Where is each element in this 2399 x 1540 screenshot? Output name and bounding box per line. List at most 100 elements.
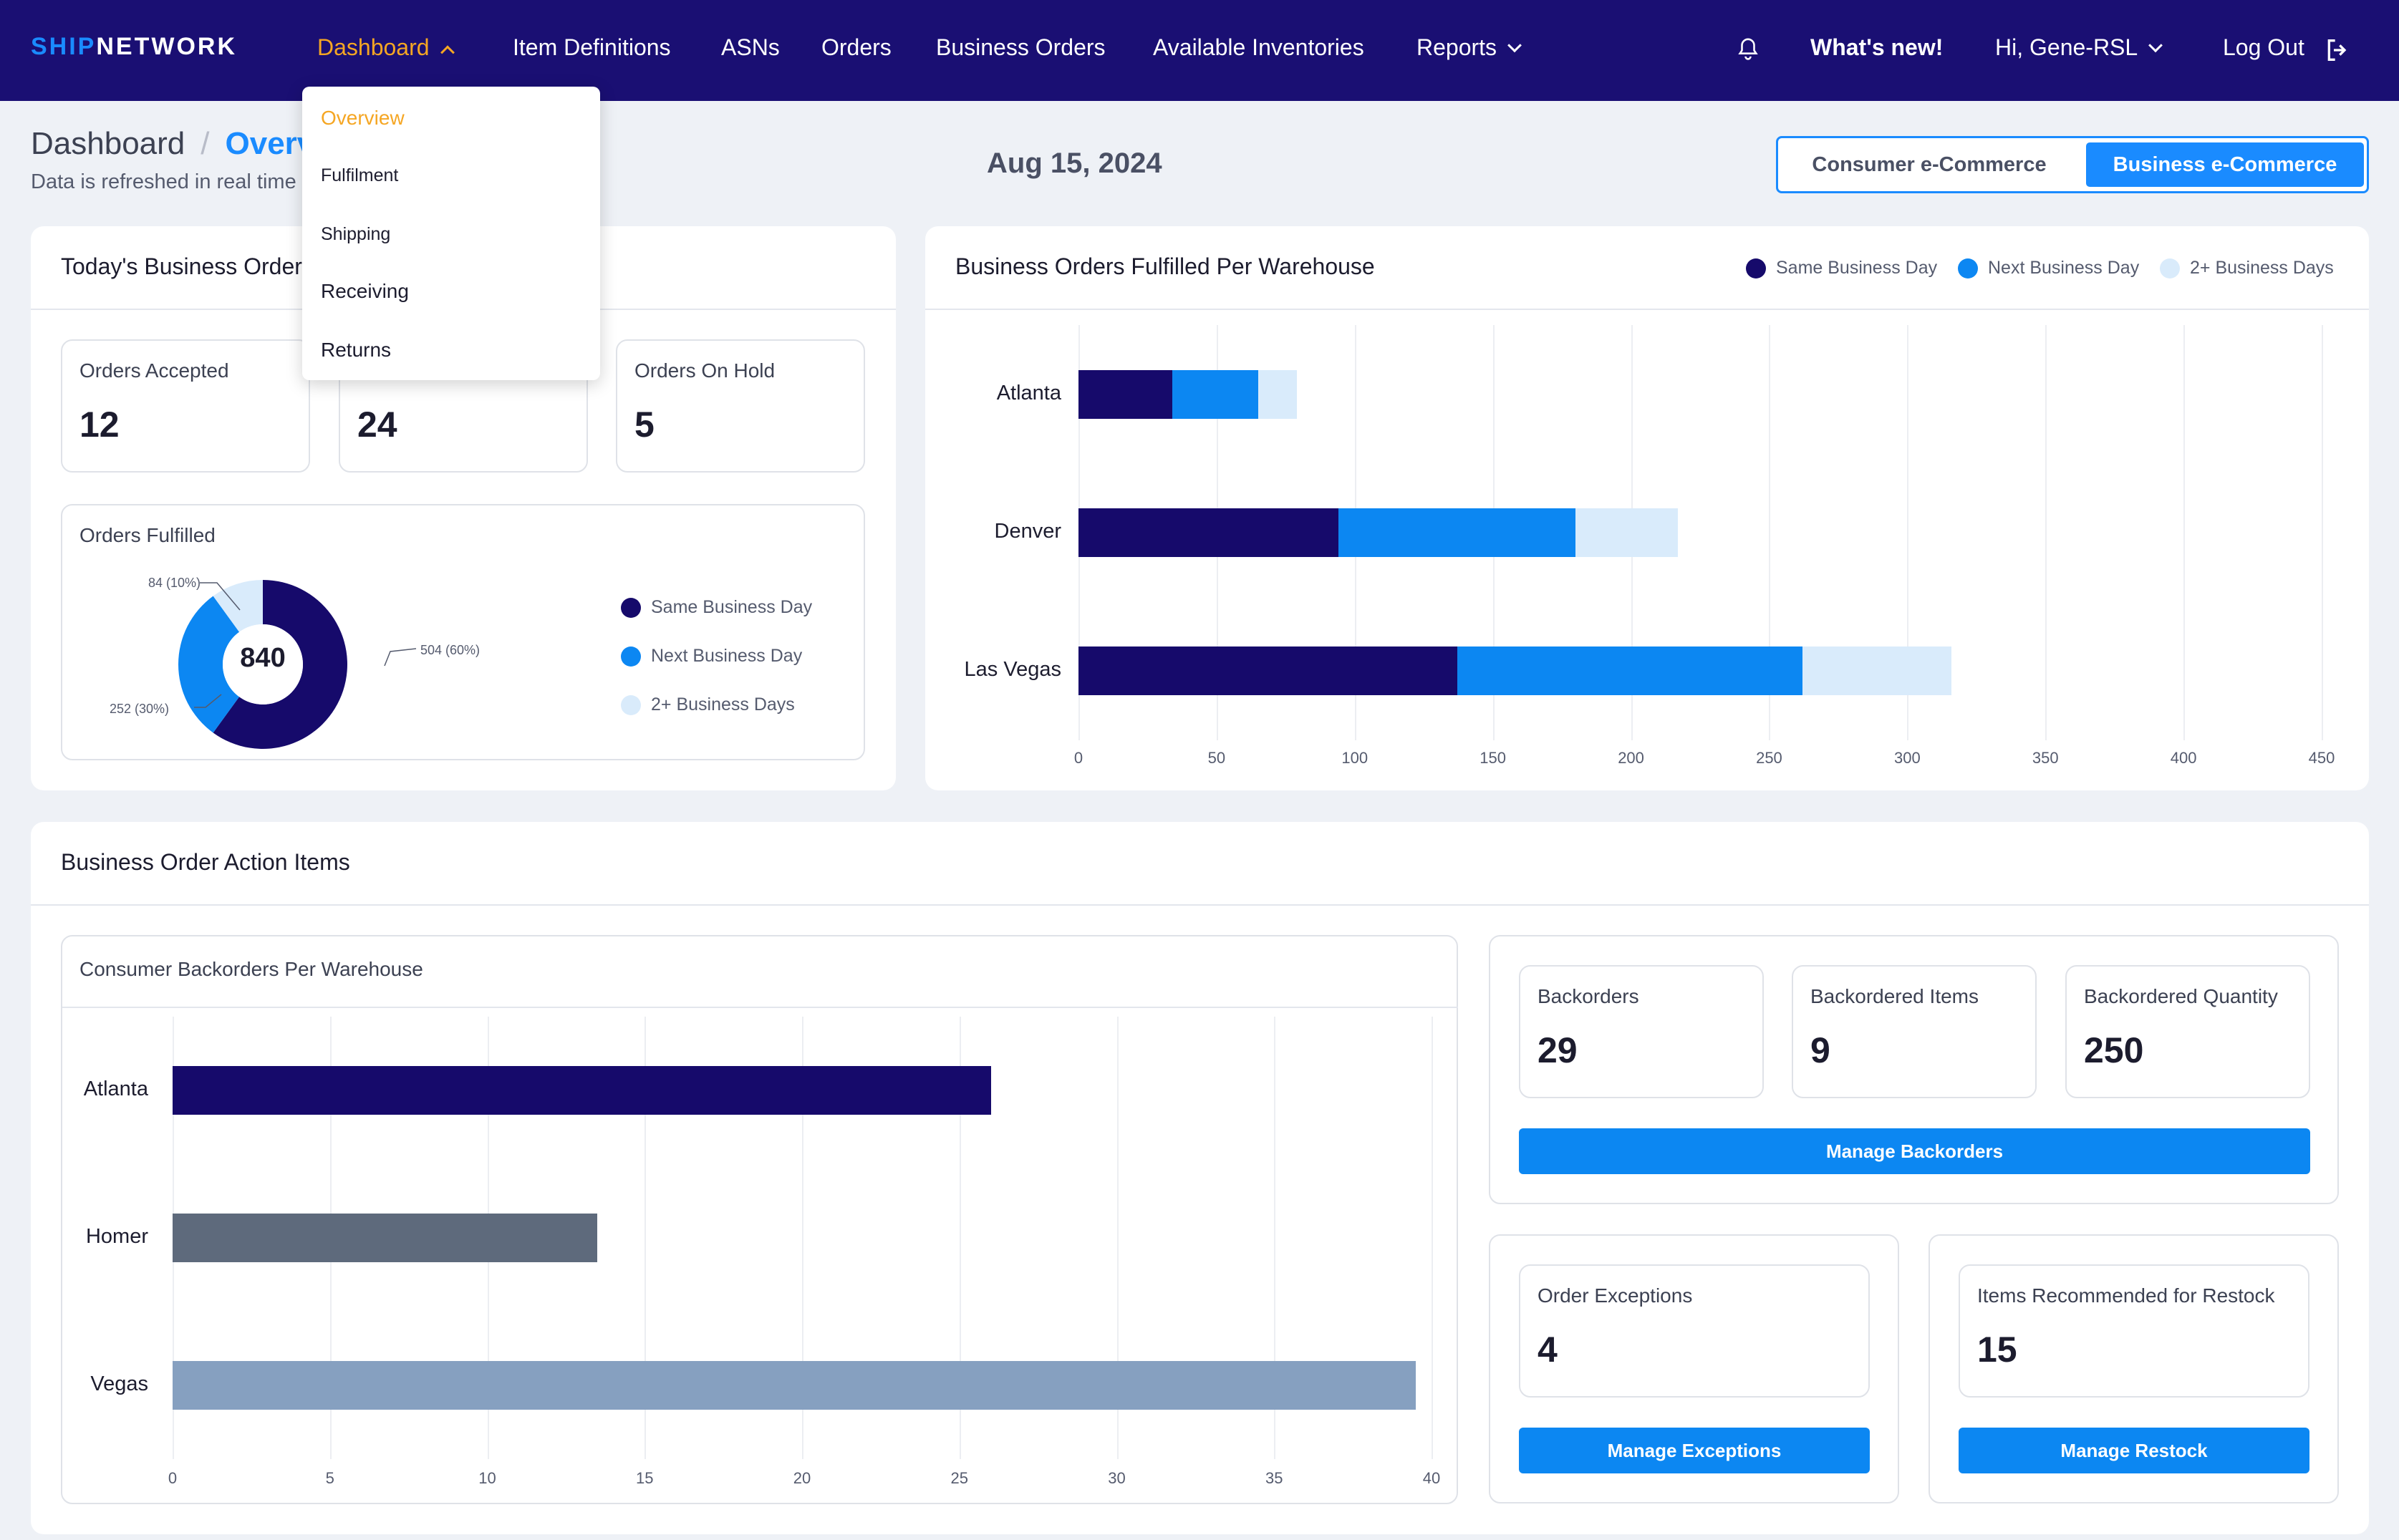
bar-segment[interactable] — [1078, 369, 1173, 419]
x-tick-label: 0 — [168, 1469, 178, 1487]
gridline — [645, 1017, 647, 1459]
stat-label: Items Recommended for Restock — [1977, 1284, 2275, 1307]
stat-backordered-quantity: Backordered Quantity 250 — [2065, 965, 2310, 1098]
stat-value: 5 — [634, 405, 655, 445]
backorders-chart-title: Consumer Backorders Per Warehouse — [79, 958, 423, 980]
stat-value: 4 — [1538, 1330, 1558, 1370]
bar-segment[interactable] — [1338, 508, 1576, 557]
gridline — [2322, 325, 2323, 740]
x-tick-label: 300 — [1893, 749, 1921, 767]
donut-slice[interactable] — [178, 596, 240, 733]
stat-value: 250 — [2084, 1030, 2144, 1070]
restock-box: Items Recommended for Restock 15 Manage R… — [1929, 1234, 2339, 1503]
donut-total: 840 — [240, 643, 286, 673]
manage-exceptions-button[interactable]: Manage Exceptions — [1519, 1428, 1870, 1473]
menu-item-overview[interactable]: Overview — [321, 107, 405, 129]
toggle-consumer[interactable]: Consumer e-Commerce — [1812, 153, 2047, 176]
stat-backordered-items: Backordered Items 9 — [1792, 965, 2037, 1098]
whats-new-link[interactable]: What's new! — [1810, 34, 1944, 60]
x-tick-label: 30 — [1108, 1469, 1126, 1487]
menu-item-returns[interactable]: Returns — [321, 339, 392, 361]
stat-label: Order Exceptions — [1538, 1284, 1693, 1307]
card-title: Today's Business Orders — [61, 253, 314, 279]
orders-fulfilled-title: Orders Fulfilled — [79, 524, 216, 546]
x-tick-label: 350 — [2032, 749, 2059, 767]
backorders-summary-box: Backorders 29 Backordered Items 9 Backorde… — [1489, 935, 2339, 1204]
category-label: Vegas — [90, 1372, 148, 1395]
menu-item-shipping[interactable]: Shipping — [321, 224, 391, 244]
breadcrumb: Dashboard / Overview — [31, 126, 365, 162]
stat-value: 12 — [79, 405, 120, 445]
divider — [62, 1007, 1458, 1008]
nav-business-orders[interactable]: Business Orders — [936, 34, 1106, 60]
card-title: Business Orders Fulfilled Per Warehouse — [955, 253, 1375, 279]
bar-segment[interactable] — [1078, 646, 1457, 696]
gridline — [1432, 1017, 1433, 1459]
top-nav: SHIPNETWORK Dashboard Item Definitions A… — [0, 0, 2399, 101]
category-label: Atlanta — [996, 381, 1061, 405]
gridline — [2045, 325, 2047, 740]
dot-icon — [2160, 258, 2180, 279]
user-menu[interactable]: Hi, Gene-RSL — [1995, 34, 2163, 61]
dashboard-dropdown-menu: Overview Fulfilment Shipping Receiving R… — [302, 87, 600, 380]
nav-reports[interactable]: Reports — [1416, 34, 1522, 61]
bar[interactable] — [173, 1361, 1416, 1410]
gridline — [959, 1017, 961, 1459]
stat-value: 24 — [357, 405, 397, 445]
gridline — [1769, 325, 1771, 740]
donut-hole — [223, 624, 303, 704]
backorders-bar-chart: 0 5 10 15 20 25 30 35 40 Atlanta Homer Vegas — [62, 936, 1458, 1504]
legend-same-day: Same Business Day — [1746, 258, 1937, 279]
dot-icon — [621, 695, 641, 716]
x-tick-label: 450 — [2308, 749, 2335, 767]
category-label: Las Vegas — [964, 658, 1061, 682]
stat-label: Backorders — [1538, 985, 1639, 1007]
nav-item-definitions[interactable]: Item Definitions — [513, 34, 671, 60]
x-tick-label: 150 — [1480, 749, 1507, 767]
x-tick-label: 25 — [950, 1469, 968, 1487]
bar-segment[interactable] — [1575, 508, 1679, 557]
logout-icon[interactable] — [2323, 36, 2352, 64]
gridline — [1116, 1017, 1119, 1459]
bar[interactable] — [173, 1066, 991, 1115]
category-label: Homer — [85, 1225, 148, 1248]
x-tick-label: 50 — [1207, 749, 1226, 767]
dot-icon — [1746, 258, 1766, 279]
nav-available-inventories[interactable]: Available Inventories — [1153, 34, 1364, 60]
fulfilled-bar-chart: 0 50 100 150 200 250 300 350 400 450 Atlanta Denver… — [925, 226, 2369, 790]
nav-asns[interactable]: ASNs — [721, 34, 780, 60]
donut-leader-lines — [194, 582, 417, 708]
stat-backorders: Backorders 29 — [1519, 965, 1764, 1098]
menu-item-fulfilment[interactable]: Fulfilment — [321, 165, 399, 185]
nav-orders[interactable]: Orders — [821, 34, 892, 60]
stat-orders-accepted: Orders Accepted 12 — [61, 339, 310, 473]
manage-backorders-button[interactable]: Manage Backorders — [1519, 1128, 2310, 1174]
dot-icon — [1958, 258, 1978, 279]
donut-label-same-day: 504 (60%) — [420, 643, 481, 657]
bar-segment[interactable] — [1802, 646, 1952, 696]
breadcrumb-root[interactable]: Dashboard — [31, 126, 185, 161]
card-title: Business Order Action Items — [61, 849, 350, 875]
legend-two-plus: 2+ Business Days — [621, 694, 795, 716]
nav-dashboard[interactable]: Dashboard — [317, 34, 455, 61]
gridline — [1907, 325, 1909, 740]
refresh-note: Data is refreshed in real time — [31, 170, 296, 193]
bar-segment[interactable] — [1172, 369, 1258, 419]
manage-restock-button[interactable]: Manage Restock — [1959, 1428, 2309, 1473]
bar-segment[interactable] — [1078, 508, 1338, 557]
fulfilled-per-warehouse-card: Business Orders Fulfilled Per Warehouse … — [925, 226, 2369, 790]
bell-icon[interactable] — [1736, 36, 1760, 63]
donut-slice[interactable] — [213, 580, 347, 749]
bar-segment[interactable] — [1258, 369, 1297, 419]
logout-button[interactable]: Log Out — [2223, 34, 2304, 60]
x-tick-label: 15 — [636, 1469, 654, 1487]
menu-item-receiving[interactable]: Receiving — [321, 280, 409, 302]
category-label: Denver — [994, 520, 1062, 543]
bar-segment[interactable] — [1457, 646, 1802, 696]
bar[interactable] — [173, 1214, 598, 1262]
divider — [925, 309, 2369, 310]
brand-logo[interactable]: SHIPNETWORK — [31, 33, 238, 60]
stat-orders-on-hold: Orders On Hold 5 — [616, 339, 865, 473]
orders-fulfilled-donut — [178, 580, 347, 749]
toggle-business[interactable]: Business e-Commerce — [2086, 142, 2364, 187]
